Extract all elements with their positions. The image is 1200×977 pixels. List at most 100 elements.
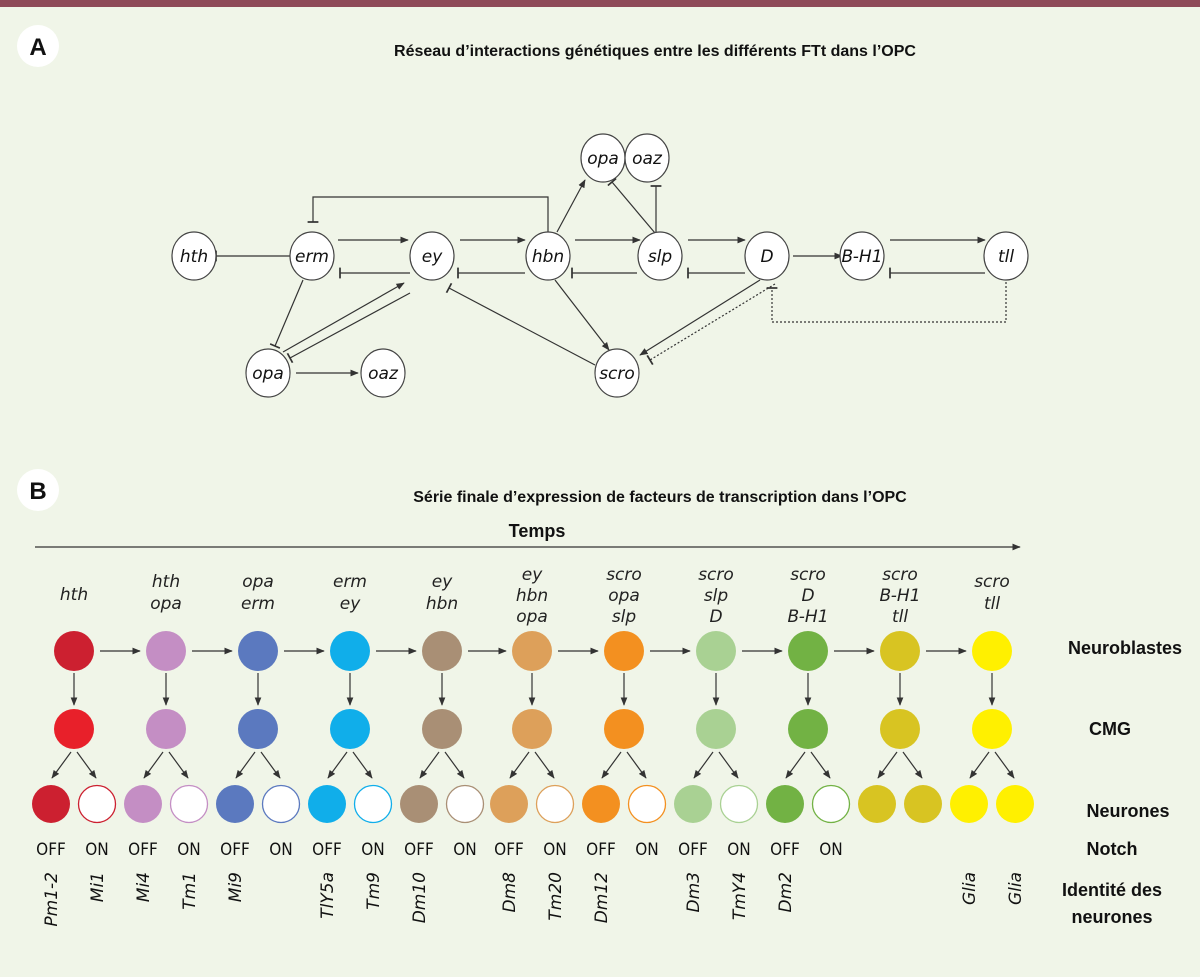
repression-edge bbox=[766, 282, 1007, 323]
neuron-off-dot bbox=[490, 785, 528, 823]
cmg-dot bbox=[512, 709, 552, 749]
tf-label: ey bbox=[432, 572, 453, 592]
arrow-to-neuron bbox=[260, 751, 281, 779]
neuron-off-dot bbox=[124, 785, 162, 823]
gene-node-circle bbox=[637, 231, 683, 281]
gene-node-circle bbox=[624, 133, 670, 183]
neuron-off-dot bbox=[950, 785, 988, 823]
arrow-to-neuron bbox=[534, 751, 555, 779]
notch-state: ON bbox=[727, 840, 750, 860]
notch-state: ON bbox=[543, 840, 566, 860]
cmg-dot bbox=[330, 709, 370, 749]
gene-node-circle bbox=[744, 231, 790, 281]
tf-label: ey bbox=[340, 594, 361, 614]
panel-b-title: Série finale d’expression de facteurs de… bbox=[413, 489, 907, 506]
notch-state: ON bbox=[85, 840, 108, 860]
neuron-off-dot bbox=[858, 785, 896, 823]
gene-node: opa bbox=[580, 133, 626, 183]
neuroblast-dot bbox=[604, 631, 644, 671]
neuron-identity: Tm20 bbox=[546, 872, 566, 921]
arrow-to-neuron bbox=[601, 751, 622, 779]
neuron-identity: Dm3 bbox=[684, 872, 704, 912]
row-label-neuroblasts: Neuroblastes bbox=[1068, 638, 1182, 658]
notch-state: ON bbox=[361, 840, 384, 860]
cmg-dot bbox=[972, 709, 1012, 749]
neuron-identity: Dm2 bbox=[776, 872, 796, 912]
neuron-off-dot bbox=[32, 785, 70, 823]
neuron-on-dot bbox=[353, 784, 393, 824]
neuroblast-dot bbox=[238, 631, 278, 671]
neuroblast-dot bbox=[972, 631, 1012, 671]
neuron-identity: TmY4 bbox=[730, 872, 750, 920]
neuroblast-dot bbox=[512, 631, 552, 671]
network-edges bbox=[215, 177, 1007, 377]
row-label-identity-2: neurones bbox=[1071, 907, 1152, 927]
gene-node-label: scro bbox=[599, 364, 635, 384]
notch-state: OFF bbox=[312, 840, 342, 860]
gene-node: oaz bbox=[360, 348, 406, 398]
tf-label: erm bbox=[241, 594, 275, 614]
arrow-to-neuron bbox=[902, 751, 923, 779]
tf-label: scro bbox=[606, 565, 642, 585]
neuron-identity: TlY5a bbox=[318, 872, 338, 919]
neuron-identity: Mi1 bbox=[88, 872, 108, 902]
neuron-identity: Mi9 bbox=[226, 872, 246, 902]
neuron-on-dot bbox=[904, 785, 942, 823]
notch-state: ON bbox=[635, 840, 658, 860]
tf-label: slp bbox=[612, 607, 637, 627]
arrow-to-neuron bbox=[877, 751, 898, 779]
cmg-dot bbox=[604, 709, 644, 749]
notch-state: ON bbox=[453, 840, 476, 860]
tf-label: opa bbox=[608, 586, 640, 606]
arrow-to-neuron bbox=[143, 751, 164, 779]
notch-state: OFF bbox=[770, 840, 800, 860]
panel-a-badge-label: A bbox=[29, 34, 46, 61]
notch-state: OFF bbox=[128, 840, 158, 860]
notch-state: OFF bbox=[678, 840, 708, 860]
arrow-to-neuron bbox=[718, 751, 739, 779]
panel-b: B Série finale d’expression de facteurs … bbox=[17, 469, 1182, 927]
repression-edge bbox=[646, 283, 776, 366]
gene-node-label: erm bbox=[295, 247, 329, 267]
neuroblast-dot bbox=[330, 631, 370, 671]
gene-node-circle bbox=[409, 231, 455, 281]
tf-label: B-H1 bbox=[879, 586, 920, 606]
neuron-on-dot bbox=[169, 784, 209, 824]
neuron-off-dot bbox=[400, 785, 438, 823]
gene-node: oaz bbox=[624, 133, 670, 183]
neuron-on-dot bbox=[811, 784, 851, 824]
neuron-identity: Glia bbox=[1006, 872, 1026, 905]
gene-node-label: oaz bbox=[368, 364, 399, 384]
gene-node-circle bbox=[171, 231, 217, 281]
arrow-to-neuron bbox=[994, 751, 1015, 779]
gene-node: erm bbox=[289, 231, 335, 281]
repression-edge bbox=[445, 282, 596, 366]
lineage-column: hth OFF ON Pm1-2 Mi1 bbox=[32, 585, 141, 927]
neuron-on-dot bbox=[261, 784, 301, 824]
notch-state: OFF bbox=[586, 840, 616, 860]
neuron-identity: Tm9 bbox=[364, 872, 384, 910]
arrow-to-neuron bbox=[76, 751, 97, 779]
arrow-to-neuron bbox=[693, 751, 714, 779]
gene-node-label: opa bbox=[252, 364, 284, 384]
tf-label: tll bbox=[984, 594, 1000, 614]
gene-node: ey bbox=[409, 231, 455, 281]
row-label-cmg: CMG bbox=[1089, 719, 1131, 739]
neuron-identity: Pm1-2 bbox=[42, 872, 62, 927]
row-label-neurons: Neurones bbox=[1086, 801, 1169, 821]
notch-state: OFF bbox=[494, 840, 524, 860]
gene-node: B-H1 bbox=[839, 231, 885, 281]
notch-state: OFF bbox=[36, 840, 66, 860]
arrow-to-neuron bbox=[168, 751, 189, 779]
panel-a-title: Réseau d’interactions génétiques entre l… bbox=[394, 43, 916, 60]
gene-node-label: opa bbox=[587, 149, 619, 169]
time-label: Temps bbox=[509, 521, 566, 541]
